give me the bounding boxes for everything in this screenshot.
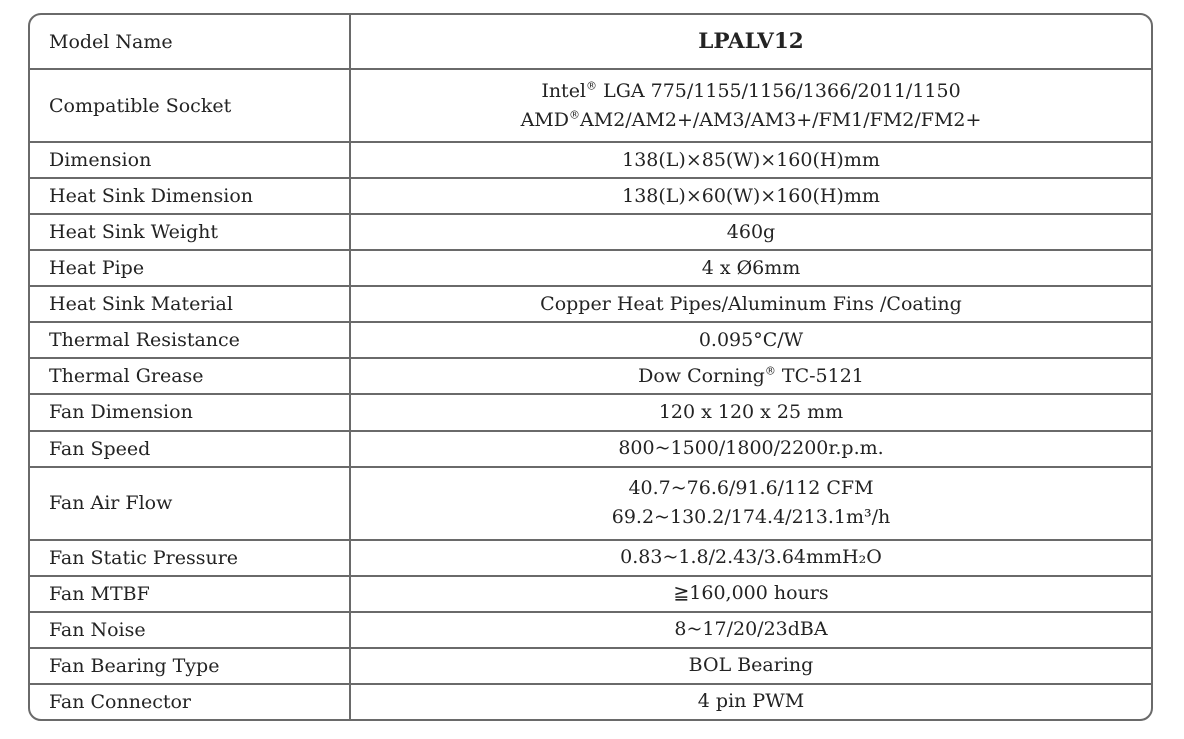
spec-rows: Model Name LPALV12 Compatible Socket Intel®… (30, 15, 1151, 719)
spec-value: BOL Bearing (350, 646, 1151, 684)
table-row: Model Name LPALV12 (30, 15, 1151, 69)
table-row: Dimension 138(L)×85(W)×160(H)mm (30, 140, 1151, 179)
spec-value: LPALV12 (350, 15, 1151, 69)
table-row: Fan MTBF ≧160,000 hours (30, 574, 1151, 612)
table-row: Fan Noise 8~17/20/23dBA (30, 610, 1151, 648)
spec-value-line: 69.2~130.2/174.4/213.1m³/h (611, 506, 891, 529)
spec-label: Fan Speed (30, 429, 351, 467)
spec-label: Fan Air Flow (30, 465, 351, 540)
spec-value-line: 0.83~1.8/2.43/3.64mmH₂O (620, 546, 882, 569)
spec-value-line: 4 pin PWM (697, 690, 805, 713)
spec-value-line: 800~1500/1800/2200r.p.m. (618, 437, 884, 460)
table-row: Fan Air Flow 40.7~76.6/91.6/112 CFM 69.2~1… (30, 465, 1151, 540)
spec-label: Heat Sink Weight (30, 213, 351, 251)
spec-value: 0.83~1.8/2.43/3.64mmH₂O (350, 538, 1151, 576)
spec-value: Dow Corning® TC-5121 (350, 357, 1151, 395)
spec-label: Heat Sink Dimension (30, 177, 351, 215)
spec-value: 120 x 120 x 25 mm (350, 393, 1151, 431)
spec-value-line: ≧160,000 hours (673, 582, 829, 605)
spec-value-line: BOL Bearing (688, 654, 814, 677)
table-row: Heat Sink Material Copper Heat Pipes/Alum… (30, 285, 1151, 323)
table-row: Heat Sink Weight 460g (30, 213, 1151, 251)
spec-value: 800~1500/1800/2200r.p.m. (350, 429, 1151, 467)
spec-value-line: Copper Heat Pipes/Aluminum Fins /Coating (540, 292, 962, 315)
spec-value-line: 40.7~76.6/91.6/112 CFM (628, 477, 874, 500)
table-row: Fan Speed 800~1500/1800/2200r.p.m. (30, 429, 1151, 467)
spec-value-line: Dow Corning® TC-5121 (638, 364, 864, 387)
spec-label: Fan Connector (30, 682, 351, 719)
spec-table: Model Name LPALV12 Compatible Socket Intel®… (28, 13, 1153, 721)
table-row: Fan Connector 4 pin PWM (30, 682, 1151, 719)
spec-value-line: LPALV12 (698, 29, 804, 54)
spec-label: Fan Static Pressure (30, 538, 351, 576)
spec-value: Intel® LGA 775/1155/1156/1366/2011/1150 A… (350, 68, 1151, 142)
spec-label: Model Name (30, 15, 351, 69)
spec-label: Fan Bearing Type (30, 646, 351, 684)
spec-label: Fan Dimension (30, 393, 351, 431)
spec-value-line: Intel® LGA 775/1155/1156/1366/2011/1150 (541, 79, 961, 102)
spec-value: 8~17/20/23dBA (350, 610, 1151, 648)
table-row: Thermal Resistance 0.095°C/W (30, 321, 1151, 359)
spec-label: Fan Noise (30, 610, 351, 648)
spec-value-line: 0.095°C/W (698, 328, 804, 351)
spec-value-line: 8~17/20/23dBA (674, 618, 828, 641)
spec-label: Heat Sink Material (30, 285, 351, 323)
spec-label: Fan MTBF (30, 574, 351, 612)
specifications: Model Name LPALV12 Compatible Socket Intel®… (30, 15, 1151, 719)
spec-value: 0.095°C/W (350, 321, 1151, 359)
spec-value: ≧160,000 hours (350, 574, 1151, 612)
spec-value: 138(L)×85(W)×160(H)mm (350, 140, 1151, 179)
spec-label: Dimension (30, 140, 351, 179)
spec-value: 40.7~76.6/91.6/112 CFM 69.2~130.2/174.4/2… (350, 465, 1151, 540)
spec-label: Compatible Socket (30, 68, 351, 142)
table-row: Heat Sink Dimension 138(L)×60(W)×160(H)mm (30, 177, 1151, 215)
spec-label: Heat Pipe (30, 249, 351, 287)
spec-value-line: 120 x 120 x 25 mm (658, 400, 844, 423)
spec-value-line: 4 x Ø6mm (701, 256, 801, 279)
table-row: Fan Dimension 120 x 120 x 25 mm (30, 393, 1151, 431)
table-row: Fan Bearing Type BOL Bearing (30, 646, 1151, 684)
spec-label: Thermal Resistance (30, 321, 351, 359)
spec-label: Thermal Grease (30, 357, 351, 395)
table-row: Heat Pipe 4 x Ø6mm (30, 249, 1151, 287)
spec-value-line: 138(L)×60(W)×160(H)mm (622, 184, 880, 207)
spec-value-line: 460g (726, 220, 776, 243)
table-row: Thermal Grease Dow Corning® TC-5121 (30, 357, 1151, 395)
spec-value: 4 pin PWM (350, 682, 1151, 719)
spec-value-line: AMD®AM2/AM2+/AM3/AM3+/FM1/FM2/FM2+ (520, 108, 982, 131)
spec-value: 460g (350, 213, 1151, 251)
table-row: Compatible Socket Intel® LGA 775/1155/115… (30, 68, 1151, 142)
table-row: Fan Static Pressure 0.83~1.8/2.43/3.64mmH… (30, 538, 1151, 576)
spec-value: Copper Heat Pipes/Aluminum Fins /Coating (350, 285, 1151, 323)
spec-value: 4 x Ø6mm (350, 249, 1151, 287)
spec-value-line: 138(L)×85(W)×160(H)mm (622, 148, 880, 171)
spec-value: 138(L)×60(W)×160(H)mm (350, 177, 1151, 215)
